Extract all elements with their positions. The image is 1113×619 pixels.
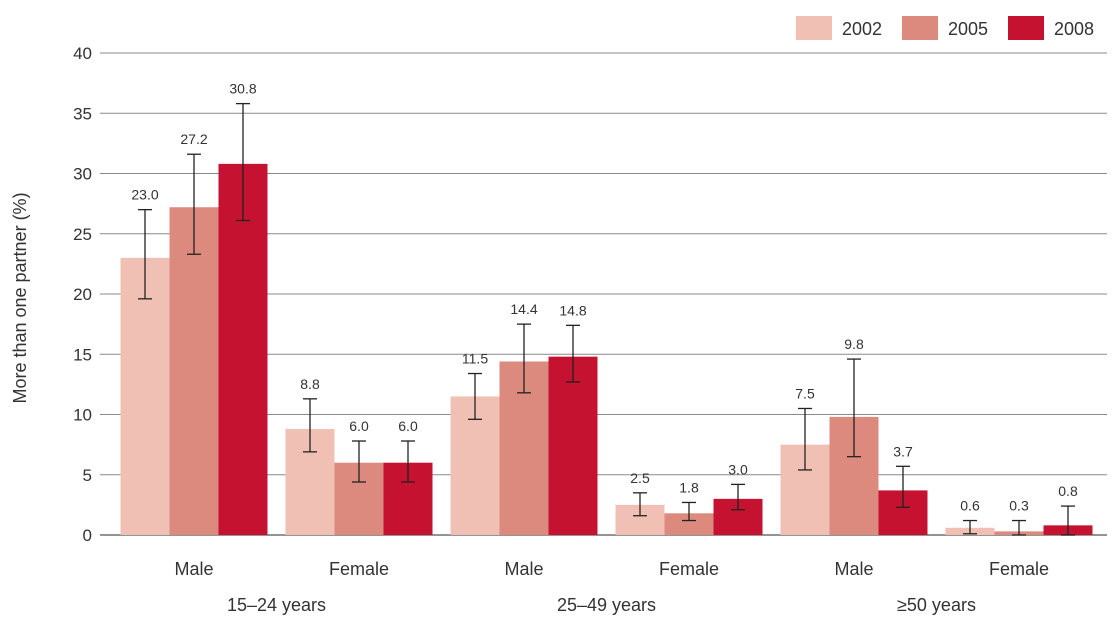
- data-label: 7.5: [795, 385, 815, 401]
- category-label: Male: [504, 559, 543, 579]
- category-label: Female: [329, 559, 389, 579]
- category-label: Male: [174, 559, 213, 579]
- data-label: 0.3: [1009, 498, 1029, 514]
- group-label: 15–24 years: [227, 595, 326, 615]
- data-label: 3.7: [893, 443, 913, 459]
- data-labels: 23.0 8.8 11.5 2.5 7.5 0.6 27.2 6.0 14.4 1.8 9.8 0.3…: [131, 81, 1078, 514]
- data-label: 23.0: [131, 187, 158, 203]
- data-label: 3.0: [728, 461, 748, 477]
- category-label: Female: [659, 559, 719, 579]
- legend-label: 2005: [948, 19, 988, 39]
- bar-2002: [120, 257, 170, 535]
- bars: [120, 163, 1093, 536]
- x-axis-categories: Male Female Male Female Male Female: [174, 559, 1049, 579]
- y-tick-label: 25: [73, 225, 92, 244]
- category-label: Male: [834, 559, 873, 579]
- data-label: 14.4: [510, 301, 537, 317]
- y-axis-ticks: 0 5 10 15 20 25 30 35 40: [73, 44, 92, 545]
- y-tick-label: 15: [73, 345, 92, 364]
- data-label: 8.8: [300, 376, 320, 392]
- legend: 2002 2005 2008: [796, 16, 1094, 40]
- data-label: 30.8: [229, 81, 256, 97]
- x-axis-groups: 15–24 years 25–49 years ≥50 years: [227, 595, 976, 615]
- legend-swatch-2002: [796, 16, 832, 40]
- data-label: 0.8: [1058, 483, 1078, 499]
- legend-label: 2002: [842, 19, 882, 39]
- error-bars: [138, 102, 1075, 536]
- data-label: 1.8: [679, 479, 699, 495]
- bar-2008: [218, 163, 268, 536]
- legend-swatch-2005: [902, 16, 938, 40]
- data-label: 6.0: [398, 418, 418, 434]
- data-label: 14.8: [559, 302, 586, 318]
- data-label: 0.6: [960, 498, 980, 514]
- data-label: 11.5: [462, 351, 488, 367]
- group-label: 25–49 years: [557, 595, 656, 615]
- y-tick-label: 30: [73, 165, 92, 184]
- data-label: 2.5: [630, 470, 650, 486]
- y-tick-label: 0: [83, 526, 92, 545]
- y-tick-label: 20: [73, 285, 92, 304]
- y-tick-label: 40: [73, 44, 92, 63]
- y-tick-label: 5: [83, 466, 92, 485]
- legend-swatch-2008: [1008, 16, 1044, 40]
- bar-2005: [664, 513, 714, 535]
- category-label: Female: [989, 559, 1049, 579]
- legend-label: 2008: [1054, 19, 1094, 39]
- y-tick-label: 10: [73, 406, 92, 425]
- data-label: 27.2: [180, 131, 207, 147]
- y-axis-label: More than one partner (%): [10, 192, 30, 403]
- gridlines: [100, 52, 1107, 536]
- y-tick-label: 35: [73, 104, 92, 123]
- bar-2005: [169, 207, 219, 536]
- bar-2008: [548, 356, 598, 535]
- data-label: 9.8: [844, 336, 864, 352]
- data-label: 6.0: [349, 418, 369, 434]
- group-label: ≥50 years: [897, 595, 976, 615]
